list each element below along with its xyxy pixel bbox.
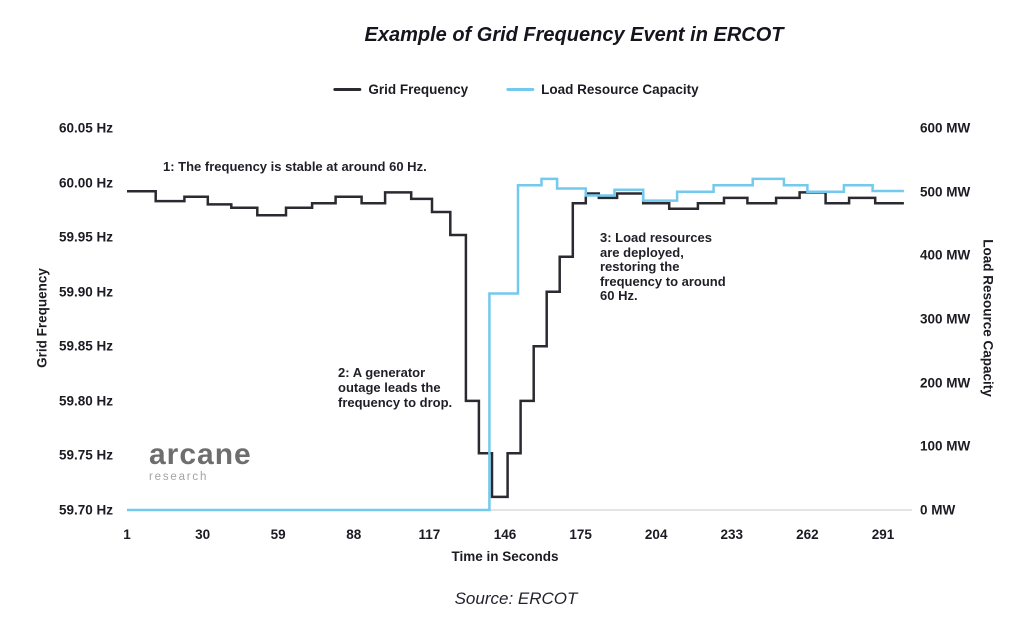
tick-label: 0 MW [920,502,956,518]
tick-label: 262 [796,527,819,542]
tick-label: 60.05 Hz [58,120,113,136]
tick-label: 600 MW [920,120,971,136]
grid-frequency-line-swatch [333,88,362,91]
legend: Grid Frequency Load Resource Capacity [333,82,699,97]
logo-subtitle: research [149,471,209,483]
tick-label: 30 [195,527,211,542]
tick-label: 400 MW [920,247,971,263]
tick-label: 117 [418,527,441,542]
tick-label: 59.85 Hz [58,338,113,354]
tick-label: 100 MW [920,438,971,454]
tick-label: 300 MW [920,311,971,327]
tick-label: 60.00 Hz [58,175,113,191]
logo-wordmark: arcane [149,438,252,471]
x-axis-title: Time in Seconds [451,549,559,564]
grid-frequency-line [127,190,904,499]
source-caption: Source: ERCOT [454,589,578,608]
tick-label: 204 [644,527,668,542]
annotation-stable-frequency: 1: The frequency is stable at around 60 … [163,159,427,174]
tick-label: 175 [569,527,592,542]
load-resource-capacity-line [127,177,904,512]
tick-label: 291 [871,527,895,542]
tick-label: 59.95 Hz [58,229,113,245]
tick-label: 1 [123,527,131,542]
tick-label: 88 [346,527,362,542]
legend-item-grid-frequency: Grid Frequency [333,82,468,97]
tick-label: 59 [270,527,286,542]
tick-label: 59.75 Hz [58,447,113,463]
legend-item-load-resource-capacity: Load Resource Capacity [506,82,699,97]
tick-label: 59.90 Hz [58,284,113,300]
load-resource-capacity-line-swatch [506,88,535,91]
tick-label: 59.70 Hz [58,502,113,518]
tick-label: 146 [493,527,517,542]
tick-label: 200 MW [920,375,971,391]
legend-label-load-resource-capacity: Load Resource Capacity [541,82,699,97]
annotation-load-resources-deployed: 3: Load resources are deployed, restorin… [600,230,726,303]
tick-label: 59.80 Hz [58,393,113,409]
legend-label-grid-frequency: Grid Frequency [368,82,469,97]
tick-label: 500 MW [920,184,971,200]
arcane-research-logo: arcane research [149,438,252,484]
annotation-generator-outage: 2: A generator outage leads the frequenc… [338,365,453,410]
tick-label: 233 [720,527,744,542]
chart-title: Example of Grid Frequency Event in ERCOT [364,24,784,46]
